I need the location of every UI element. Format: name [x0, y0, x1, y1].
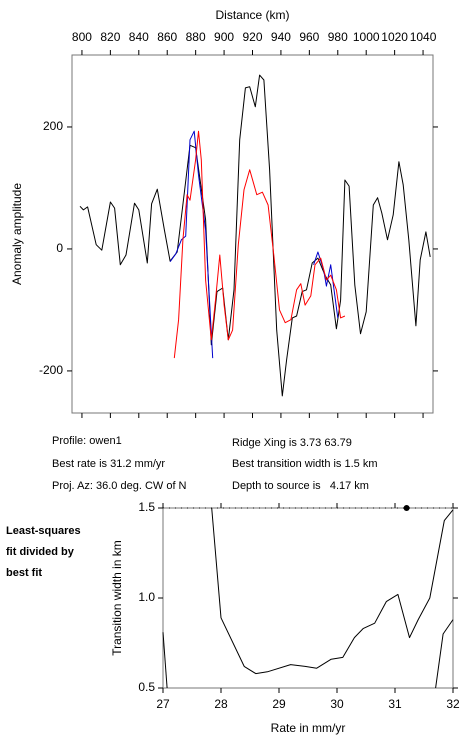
note-text: best fit	[6, 567, 42, 579]
y-axis-title: Anomaly amplitude	[10, 183, 24, 285]
info-text: Best transition width is 1.5 km	[232, 458, 378, 470]
info-text: Depth to source is 4.17 km	[232, 480, 369, 492]
x-tick-label: 880	[186, 30, 206, 44]
x-tick-label: 27	[156, 697, 170, 711]
x-tick-label: 980	[328, 30, 348, 44]
y-axis-title: Transition width in km	[110, 540, 124, 656]
info-text: Best rate is 31.2 mm/yr	[52, 458, 165, 470]
x-axis-title: Rate in mm/yr	[271, 721, 346, 735]
y-tick-label: -200	[39, 363, 63, 377]
data-line	[79, 74, 431, 397]
y-tick-label: 1.0	[138, 590, 155, 604]
x-tick-label: 820	[100, 30, 120, 44]
x-tick-label: 1000	[353, 30, 380, 44]
note-text: fit divided by	[6, 546, 75, 558]
info-text: Profile: owen1	[52, 435, 122, 447]
data-line	[162, 632, 168, 689]
x-tick-label: 32	[446, 697, 460, 711]
y-tick-label: 0	[56, 241, 63, 255]
x-tick-label: 960	[299, 30, 319, 44]
x-tick-label: 940	[271, 30, 291, 44]
y-tick-label: 0.5	[138, 680, 155, 694]
x-tick-label: 900	[214, 30, 234, 44]
x-tick-label: 28	[214, 697, 228, 711]
x-tick-label: 800	[72, 30, 92, 44]
x-tick-label: 1040	[410, 30, 437, 44]
x-tick-label: 860	[157, 30, 177, 44]
x-axis-title: Distance (km)	[215, 8, 289, 22]
y-tick-label: 200	[43, 119, 63, 133]
x-tick-label: 29	[272, 697, 286, 711]
x-tick-label: 920	[242, 30, 262, 44]
data-line	[435, 619, 454, 689]
best-fit-point	[403, 505, 410, 511]
data-line	[211, 507, 454, 675]
y-tick-label: 1.5	[138, 500, 155, 514]
info-text: Proj. Az: 36.0 deg. CW of N	[52, 480, 187, 492]
x-tick-label: 31	[388, 697, 402, 711]
note-text: Least-squares	[6, 525, 81, 537]
data-line	[173, 130, 346, 359]
x-tick-label: 840	[129, 30, 149, 44]
x-tick-label: 30	[330, 697, 344, 711]
info-text: Ridge Xing is 3.73 63.79	[232, 437, 352, 449]
x-tick-label: 1020	[381, 30, 408, 44]
